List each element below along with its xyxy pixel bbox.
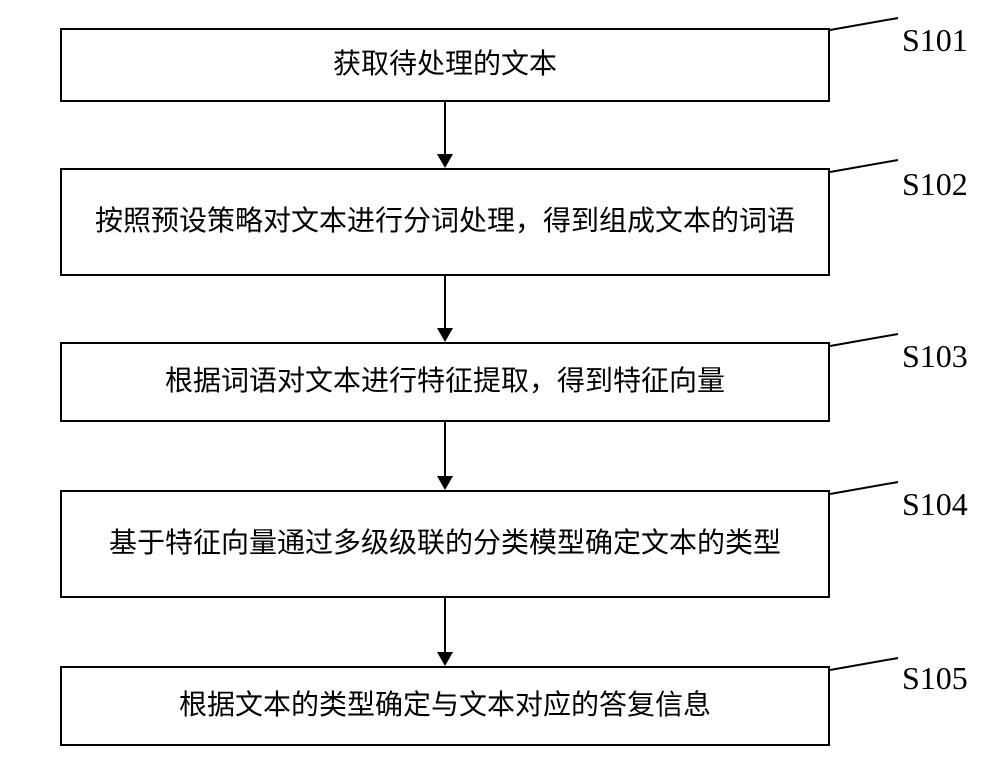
flow-step-text: 获取待处理的文本 [333, 44, 557, 86]
flow-arrow [433, 102, 457, 170]
flow-arrow [433, 276, 457, 344]
flow-step-text: 按照预设策略对文本进行分词处理，得到组成文本的词语 [95, 201, 795, 243]
flow-arrow [433, 422, 457, 492]
flow-step-box: 根据词语对文本进行特征提取，得到特征向量 [60, 342, 830, 422]
flow-step-box: 获取待处理的文本 [60, 28, 830, 102]
flow-step-box: 基于特征向量通过多级级联的分类模型确定文本的类型 [60, 490, 830, 598]
flow-step-text: 基于特征向量通过多级级联的分类模型确定文本的类型 [109, 523, 781, 565]
flow-step-label: S103 [902, 338, 968, 375]
flow-step-box: 按照预设策略对文本进行分词处理，得到组成文本的词语 [60, 168, 830, 276]
leader-line [828, 656, 900, 672]
flow-step-label: S105 [902, 660, 968, 697]
flow-step-box: 根据文本的类型确定与文本对应的答复信息 [60, 666, 830, 746]
flow-step-text: 根据文本的类型确定与文本对应的答复信息 [179, 685, 711, 727]
leader-line [828, 332, 900, 348]
leader-line [828, 480, 900, 496]
flow-arrow [433, 598, 457, 668]
flowchart-canvas: 获取待处理的文本 S101 按照预设策略对文本进行分词处理，得到组成文本的词语 S10… [0, 0, 1000, 779]
flow-step-label: S101 [902, 22, 968, 59]
flow-step-label: S102 [902, 166, 968, 203]
leader-line [828, 16, 900, 32]
flow-step-text: 根据词语对文本进行特征提取，得到特征向量 [165, 361, 725, 403]
flow-step-label: S104 [902, 486, 968, 523]
leader-line [828, 158, 900, 174]
